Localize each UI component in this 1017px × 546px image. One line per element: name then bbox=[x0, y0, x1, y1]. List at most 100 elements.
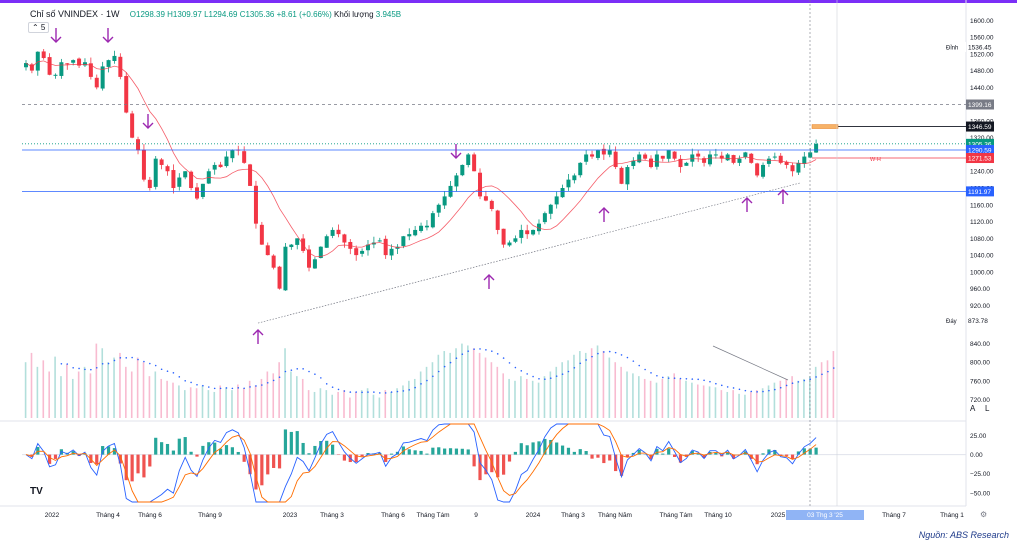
volume-bar bbox=[567, 360, 569, 418]
candle bbox=[118, 56, 123, 77]
volume-ma-dot bbox=[107, 362, 110, 365]
volume-bar bbox=[419, 371, 422, 418]
volume-bar bbox=[71, 378, 74, 418]
oscillator-line bbox=[25, 423, 817, 503]
volume-tick-label: 720.00 bbox=[970, 397, 990, 404]
symbol-title[interactable]: Chỉ số VNINDEX · 1W bbox=[30, 9, 120, 19]
signal-arrow-head bbox=[741, 197, 753, 204]
volume-ma-dot bbox=[473, 348, 475, 350]
volume-bar bbox=[77, 371, 80, 418]
x-axis-label: Tháng 7 bbox=[882, 512, 906, 519]
candle bbox=[625, 167, 630, 185]
candle bbox=[713, 154, 718, 156]
volume-bar bbox=[66, 364, 68, 418]
volume-bar bbox=[803, 378, 805, 418]
volume-bar bbox=[248, 380, 251, 418]
volume-bar bbox=[219, 385, 221, 418]
oscillator-histogram-bar bbox=[342, 454, 346, 461]
oscillator-histogram-bar bbox=[260, 454, 264, 486]
volume-bar bbox=[643, 378, 646, 418]
candle bbox=[153, 158, 158, 187]
candle bbox=[230, 150, 235, 159]
oscillator-histogram-bar bbox=[672, 454, 677, 457]
open-value: O1298.39 bbox=[129, 10, 165, 19]
volume-bar bbox=[343, 390, 345, 418]
volume-ma-dot bbox=[125, 357, 128, 359]
volume-ma-dot bbox=[644, 368, 646, 371]
oscillator-histogram-bar bbox=[678, 454, 683, 463]
price-level-badge bbox=[966, 153, 994, 164]
indicator-collapse-button[interactable]: ⌃ 5 bbox=[28, 22, 50, 33]
volume-ma-dot bbox=[496, 353, 499, 355]
candle bbox=[424, 225, 429, 228]
volume-ma-dot bbox=[809, 378, 812, 381]
volume-ma-dot bbox=[679, 377, 682, 380]
volume-ma-dot bbox=[343, 390, 346, 392]
volume-bar bbox=[83, 366, 86, 418]
volume-ma-dot bbox=[113, 359, 116, 362]
volume-bar bbox=[537, 382, 540, 418]
candle bbox=[430, 213, 435, 228]
log-scale-button[interactable]: L bbox=[985, 404, 990, 413]
candle bbox=[690, 154, 695, 162]
volume-ma-dot bbox=[815, 376, 817, 378]
candle bbox=[271, 255, 276, 268]
date-badge bbox=[786, 510, 864, 520]
volume-bar bbox=[101, 348, 104, 418]
volume-bar bbox=[24, 362, 27, 418]
oscillator-histogram-bar bbox=[165, 443, 170, 455]
volume-bar bbox=[738, 393, 740, 418]
candle bbox=[253, 185, 258, 224]
price-tick-label: 1480.00 bbox=[970, 68, 994, 75]
auto-scale-button[interactable]: A bbox=[970, 404, 976, 413]
oscillator-histogram-bar bbox=[773, 449, 777, 455]
candle bbox=[489, 200, 494, 209]
volume-ma-dot bbox=[437, 370, 440, 373]
volume-ma-dot bbox=[78, 367, 80, 370]
volume-ma-dot bbox=[432, 375, 434, 378]
volume-bar bbox=[573, 354, 575, 418]
oscillator-histogram-bar bbox=[814, 447, 818, 455]
volume-ma-dot bbox=[750, 390, 753, 393]
oscillator-histogram-bar bbox=[224, 445, 229, 455]
oscillator-histogram-bar bbox=[154, 437, 158, 455]
volume-bar bbox=[696, 384, 699, 418]
candle bbox=[660, 155, 665, 159]
oscillator-histogram-bar bbox=[625, 454, 630, 458]
tradingview-logo[interactable]: TV bbox=[30, 486, 43, 497]
oscillator-histogram-bar bbox=[513, 451, 517, 455]
volume-bar bbox=[655, 382, 658, 418]
volume-ma-dot bbox=[532, 375, 534, 378]
volume-ma-dot bbox=[827, 370, 829, 373]
volume-bar bbox=[702, 385, 705, 418]
oscillator-histogram-bar bbox=[272, 454, 276, 468]
candle bbox=[649, 158, 654, 168]
volume-bar bbox=[820, 362, 823, 418]
oscillator-histogram-bar bbox=[584, 451, 588, 455]
candle bbox=[719, 155, 724, 159]
candle bbox=[761, 164, 766, 177]
signal-arrow-head bbox=[483, 274, 495, 281]
volume-ma-dot bbox=[320, 377, 322, 379]
volume-bar bbox=[673, 373, 675, 418]
volume-ma-dot bbox=[732, 387, 735, 389]
volume-ma-dot bbox=[479, 348, 481, 350]
oscillator-histogram-bar bbox=[726, 452, 730, 455]
volume-ma-dot bbox=[349, 391, 352, 393]
x-axis-label: Tháng 3 bbox=[320, 512, 344, 519]
volume-ma-dot bbox=[101, 362, 104, 365]
candle bbox=[324, 236, 329, 248]
price-tick-label: 960.00 bbox=[970, 286, 990, 293]
oscillator-histogram-bar bbox=[283, 429, 288, 455]
oscillator-histogram-bar bbox=[619, 454, 624, 476]
candle bbox=[277, 266, 282, 289]
x-axis-label: Tháng 3 bbox=[561, 512, 585, 519]
volume-bar bbox=[60, 376, 62, 418]
candle bbox=[584, 154, 589, 162]
oscillator-histogram-bar bbox=[242, 454, 246, 462]
candle bbox=[100, 66, 105, 89]
oscillator-histogram-bar bbox=[101, 446, 105, 455]
volume-bar bbox=[136, 357, 139, 418]
candle bbox=[53, 74, 58, 76]
